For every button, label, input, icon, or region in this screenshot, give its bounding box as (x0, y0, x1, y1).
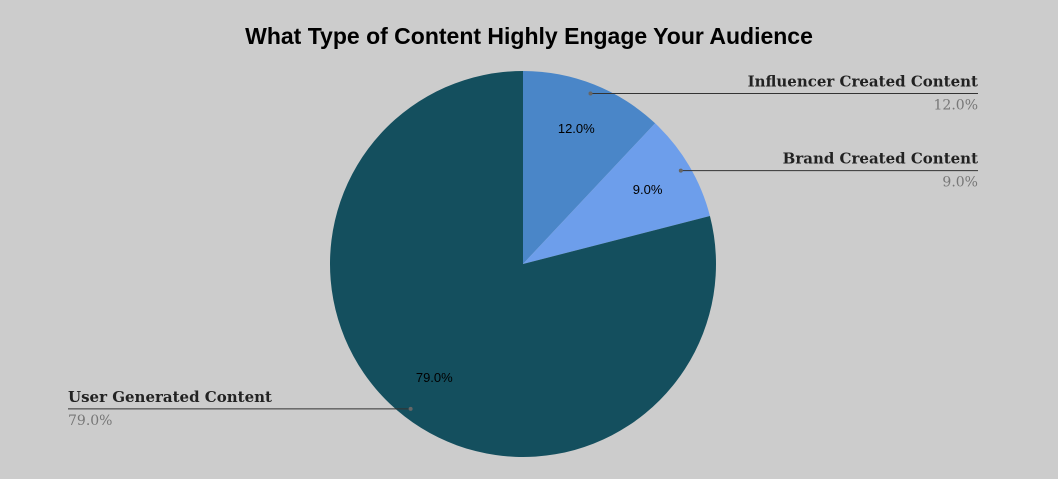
slice-label: 9.0% (633, 182, 663, 197)
chart-title: What Type of Content Highly Engage Your … (245, 23, 813, 49)
callout-name: User Generated Content (68, 388, 272, 406)
pie-slice (523, 71, 656, 264)
callout-name: Influencer Created Content (748, 73, 978, 91)
slice-label: 79.0% (416, 370, 453, 385)
callout-value: 12.0% (934, 98, 978, 114)
callout-dot (408, 406, 413, 411)
pie-slice (329, 71, 716, 457)
callout-value: 79.0% (68, 413, 112, 429)
callout-value: 9.0% (942, 175, 978, 191)
callout-dot (588, 91, 593, 96)
slice-label: 12.0% (558, 121, 595, 136)
callout-dot (678, 168, 683, 173)
pie-slice (523, 123, 710, 264)
callout-name: Brand Created Content (783, 150, 978, 168)
